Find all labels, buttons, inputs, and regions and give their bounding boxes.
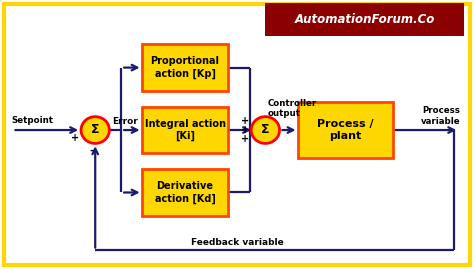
Text: Error: Error — [112, 116, 137, 126]
Text: -: - — [89, 146, 94, 156]
Text: Process /
plant: Process / plant — [318, 119, 374, 141]
Text: +: + — [71, 133, 79, 143]
FancyBboxPatch shape — [265, 3, 464, 36]
FancyBboxPatch shape — [299, 102, 393, 158]
Text: Setpoint: Setpoint — [11, 116, 53, 125]
Text: Controller
output: Controller output — [268, 99, 317, 118]
Text: Process
variable: Process variable — [420, 106, 460, 126]
FancyBboxPatch shape — [143, 107, 228, 153]
FancyBboxPatch shape — [143, 169, 228, 216]
Text: Derivative
action [Kd]: Derivative action [Kd] — [155, 181, 216, 204]
Text: AutomationForum.Co: AutomationForum.Co — [294, 13, 435, 26]
Text: +: + — [241, 134, 249, 144]
FancyBboxPatch shape — [4, 4, 470, 265]
Text: Proportional
action [Kp]: Proportional action [Kp] — [151, 56, 219, 79]
Circle shape — [251, 117, 280, 143]
Text: Integral action
[Ki]: Integral action [Ki] — [145, 119, 226, 141]
Text: Feedback variable: Feedback variable — [191, 238, 283, 247]
Text: +: + — [241, 116, 249, 126]
Text: Σ: Σ — [261, 123, 270, 136]
Circle shape — [81, 117, 109, 143]
Text: +: + — [241, 125, 249, 135]
FancyBboxPatch shape — [143, 44, 228, 91]
Text: Σ: Σ — [91, 123, 100, 136]
